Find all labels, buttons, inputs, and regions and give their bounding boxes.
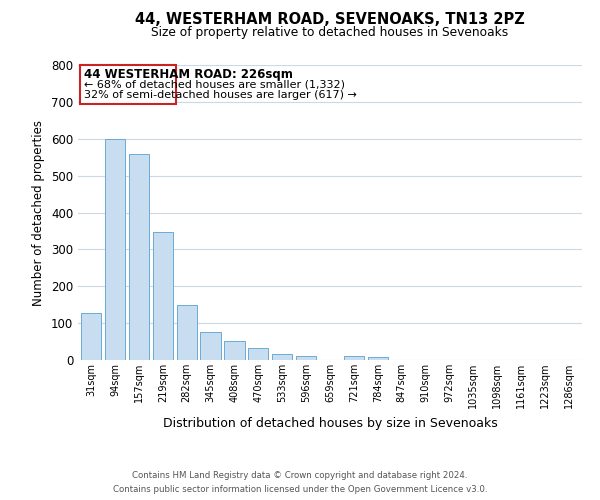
Bar	[272, 354, 292, 360]
Text: ← 68% of detached houses are smaller (1,332): ← 68% of detached houses are smaller (1,…	[84, 79, 345, 89]
Bar	[105, 138, 125, 360]
Text: 44, WESTERHAM ROAD, SEVENOAKS, TN13 2PZ: 44, WESTERHAM ROAD, SEVENOAKS, TN13 2PZ	[135, 12, 525, 28]
Bar	[81, 313, 101, 360]
Bar	[344, 356, 364, 360]
Text: 44 WESTERHAM ROAD: 226sqm: 44 WESTERHAM ROAD: 226sqm	[84, 68, 293, 81]
Bar	[368, 357, 388, 360]
Y-axis label: Number of detached properties: Number of detached properties	[32, 120, 46, 306]
Bar	[248, 348, 268, 360]
X-axis label: Distribution of detached houses by size in Sevenoaks: Distribution of detached houses by size …	[163, 416, 497, 430]
Bar	[200, 332, 221, 360]
Bar	[176, 306, 197, 360]
Bar	[296, 356, 316, 360]
FancyBboxPatch shape	[80, 65, 176, 104]
Text: Contains HM Land Registry data © Crown copyright and database right 2024.
Contai: Contains HM Land Registry data © Crown c…	[113, 472, 487, 494]
Text: 32% of semi-detached houses are larger (617) →: 32% of semi-detached houses are larger (…	[84, 90, 357, 100]
Bar	[152, 232, 173, 360]
Bar	[224, 341, 245, 360]
Bar	[129, 154, 149, 360]
Text: Size of property relative to detached houses in Sevenoaks: Size of property relative to detached ho…	[151, 26, 509, 39]
